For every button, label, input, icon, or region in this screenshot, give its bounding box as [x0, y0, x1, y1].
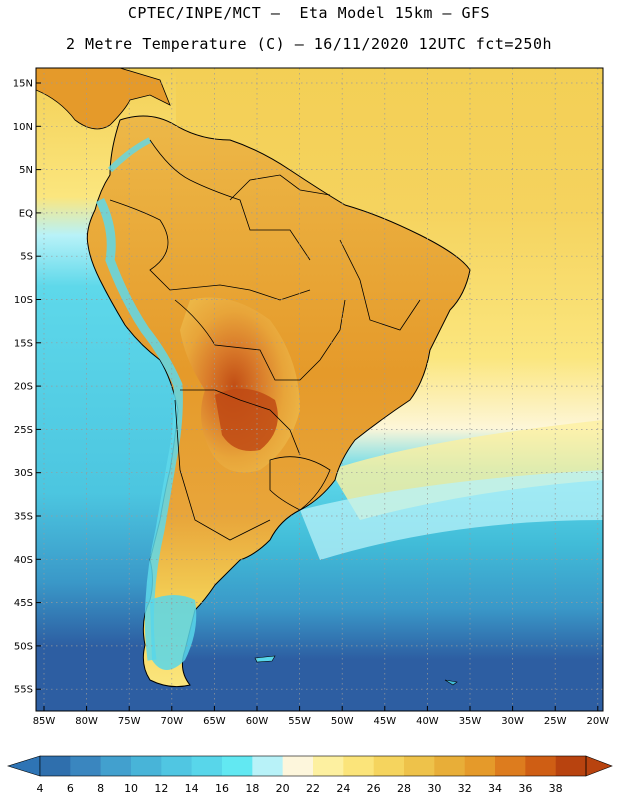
falkland-islands	[254, 655, 276, 663]
colorbar-label: 16	[215, 782, 229, 795]
lat-tick-label: 15S	[14, 338, 33, 349]
map-panel	[36, 68, 603, 711]
colorbar-label: 14	[185, 782, 199, 795]
colorbar-label: 30	[427, 782, 441, 795]
colorbar-frame	[39, 755, 587, 777]
colorbar-swatch	[313, 756, 344, 776]
colorbar-label: 36	[518, 782, 532, 795]
lon-tick-label: 55W	[288, 716, 311, 727]
lat-tick-label: EQ	[19, 208, 33, 219]
colorbar-label: 38	[549, 782, 563, 795]
lat-tick-label: 15N	[13, 79, 33, 90]
colorbar-label: 32	[458, 782, 472, 795]
colorbar-swatch	[191, 756, 223, 776]
colorbar-high-arrow	[585, 755, 613, 777]
hottest-region	[215, 388, 278, 451]
lat-tick-label: 20S	[14, 382, 33, 393]
colorbar-swatch	[525, 756, 556, 776]
lon-tick-label: 85W	[33, 716, 56, 727]
lon-tick-label: 35W	[459, 716, 482, 727]
lat-tick-label: 25S	[14, 425, 33, 436]
lon-tick-label: 75W	[118, 716, 141, 727]
lat-lon-grid	[36, 68, 603, 711]
longitude-axis: 85W 80W 75W 70W 65W 60W 55W 50W 45W 40W 35W 30W 25W 2…	[33, 706, 609, 727]
atlantic-pale-band	[300, 470, 603, 560]
map-title-line2: 2 Metre Temperature (C) – 16/11/2020 12U…	[65, 35, 553, 53]
lon-tick-label: 30W	[501, 716, 524, 727]
lat-tick-label: 35S	[14, 512, 33, 523]
colorbar-swatch	[404, 756, 435, 776]
colorbar-swatch	[100, 756, 132, 776]
temperature-colorbar: 4 6 8 10 12 14 16 18 20 22 24 26 28 30 32 34 36 38	[6, 755, 613, 795]
colorbar-low-arrow	[6, 755, 41, 777]
colorbar-swatch	[222, 756, 253, 776]
colorbar-swatch	[343, 756, 374, 776]
colorbar-label: 8	[97, 782, 104, 795]
colorbar-swatch	[131, 756, 162, 776]
colorbar-label: 4	[37, 782, 44, 795]
colorbar-label: 6	[67, 782, 74, 795]
map-frame	[35, 67, 604, 712]
lat-tick-label: 10S	[14, 295, 33, 306]
colorbar-label: 24	[336, 782, 350, 795]
lon-tick-label: 40W	[416, 716, 439, 727]
colorbar-swatch	[373, 756, 405, 776]
country-borders	[109, 139, 421, 541]
patagonia-cool	[150, 595, 197, 670]
latitude-axis: 15N 10N 5N EQ 5S 10S 15S 20S 25S 30S 35S 40S 45S 50S 5…	[13, 79, 41, 696]
colorbar-label: 10	[124, 782, 138, 795]
lon-tick-label: 45W	[373, 716, 396, 727]
lon-tick-label: 25W	[544, 716, 567, 727]
colorbar-swatch	[252, 756, 283, 776]
colorbar-swatch	[555, 756, 587, 776]
colorbar-swatch	[495, 756, 526, 776]
map-title-line1: CPTEC/INPE/MCT – Eta Model 15km – GFS	[127, 4, 491, 22]
colorbar-swatch	[70, 756, 101, 776]
lat-tick-label: 45S	[14, 598, 33, 609]
lat-tick-label: 10N	[13, 122, 33, 133]
colorbar-swatch	[282, 756, 314, 776]
lon-tick-label: 65W	[203, 716, 226, 727]
lon-tick-label: 80W	[75, 716, 98, 727]
colorbar-label: 34	[488, 782, 502, 795]
colorbar-label: 26	[367, 782, 381, 795]
colorbar-label: 20	[276, 782, 290, 795]
lat-tick-label: 30S	[14, 468, 33, 479]
colorbar-label: 22	[306, 782, 320, 795]
colorbar-label: 12	[154, 782, 168, 795]
lat-tick-label: 40S	[14, 555, 33, 566]
lat-tick-label: 5N	[19, 165, 33, 176]
lon-tick-label: 20W	[586, 716, 609, 727]
lon-tick-label: 70W	[160, 716, 183, 727]
colorbar-swatch	[161, 756, 192, 776]
colorbar-label: 18	[245, 782, 259, 795]
colorbar-swatch	[434, 756, 465, 776]
andes-cool-strip	[95, 197, 183, 661]
lat-tick-label: 5S	[20, 252, 33, 263]
colorbar-label: 28	[397, 782, 411, 795]
south-georgia	[444, 679, 458, 686]
lon-tick-label: 50W	[331, 716, 354, 727]
lat-tick-label: 55S	[14, 685, 33, 696]
colorbar-swatch	[40, 756, 71, 776]
lat-tick-label: 50S	[14, 641, 33, 652]
northern-andes	[107, 137, 152, 173]
lon-tick-label: 60W	[246, 716, 269, 727]
colorbar-swatch	[464, 756, 496, 776]
